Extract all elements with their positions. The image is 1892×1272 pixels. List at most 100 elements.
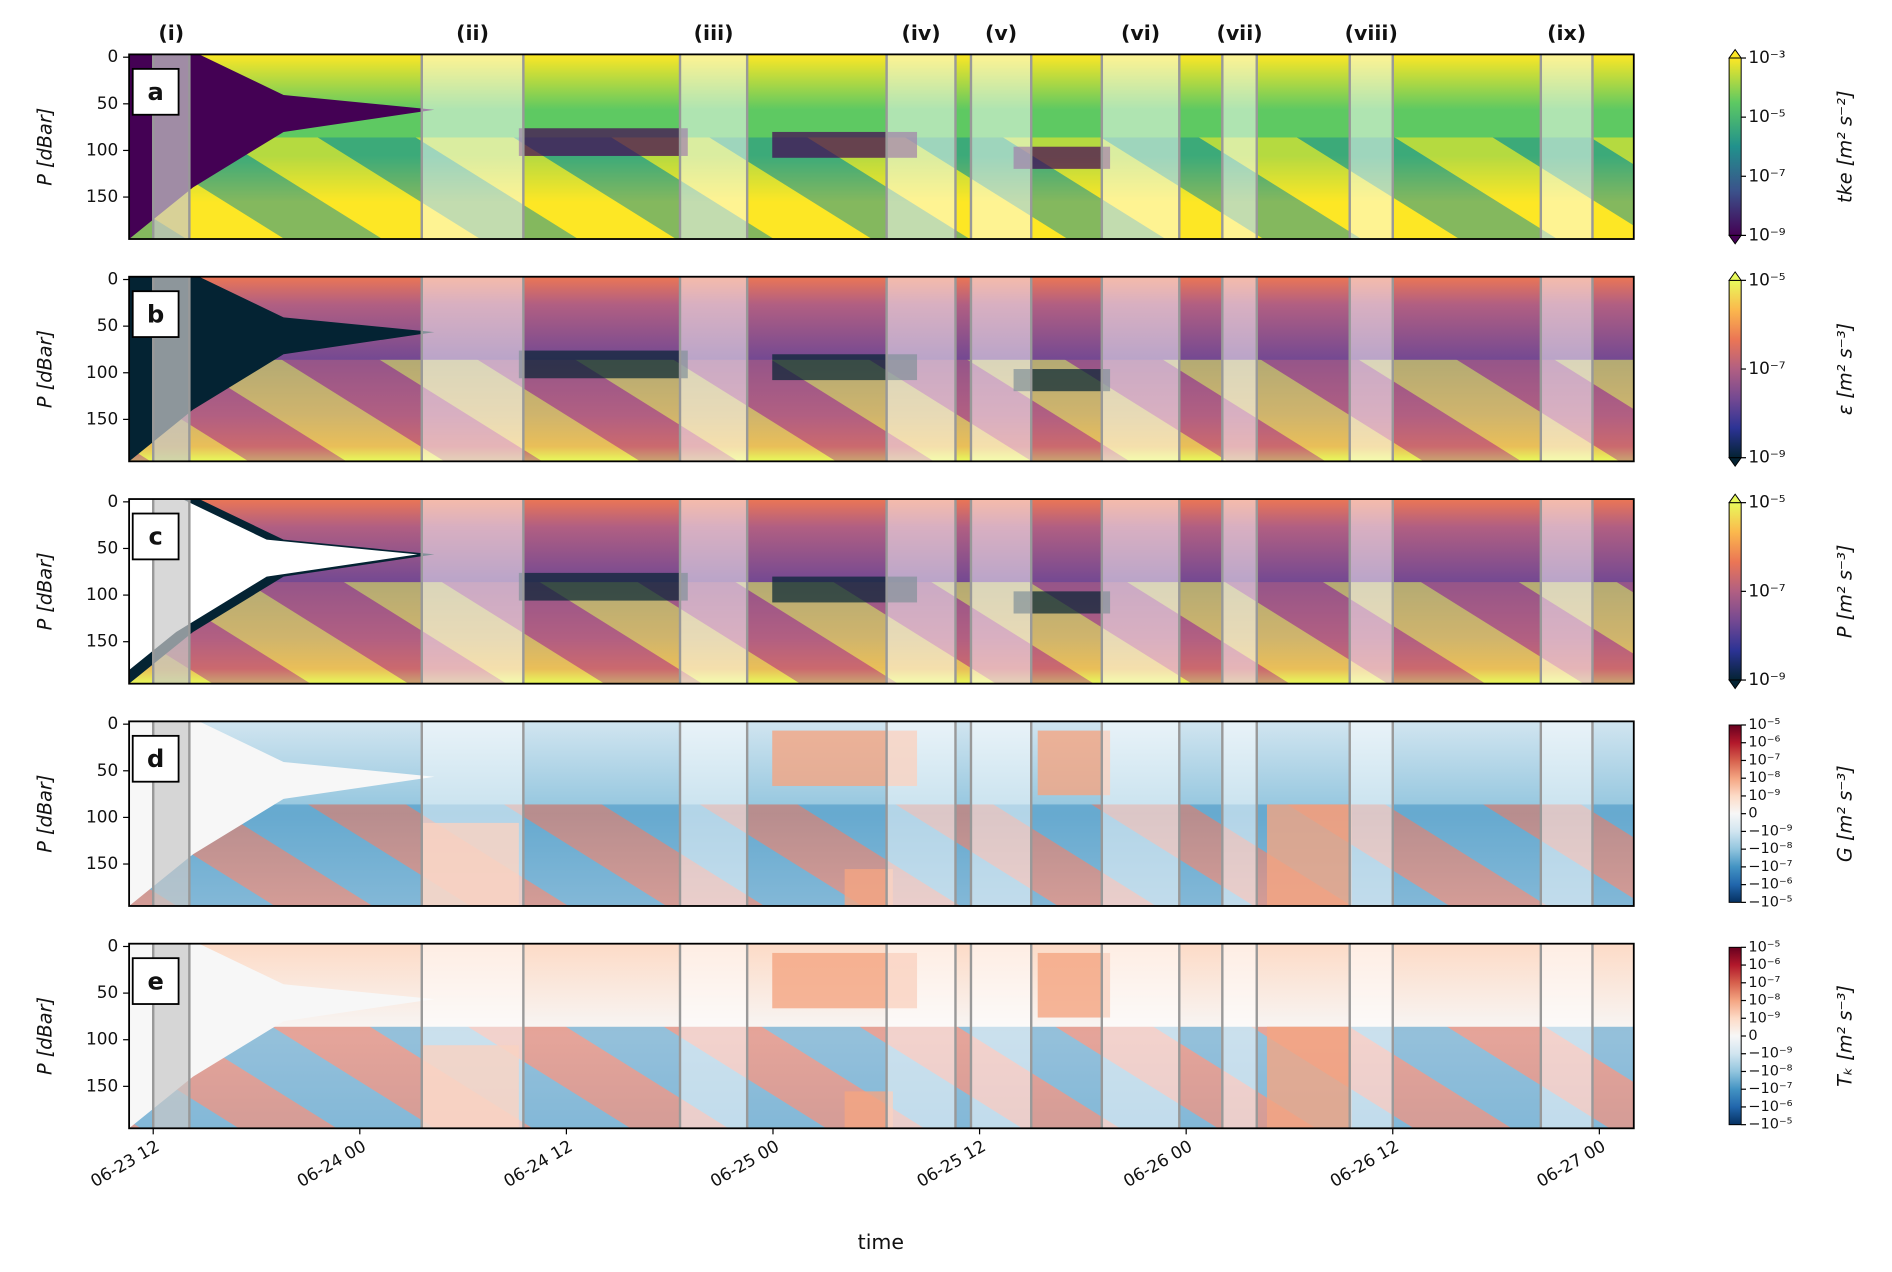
period-band <box>1349 54 1393 240</box>
heatmap-core <box>1013 146 1111 169</box>
colorbar-label: tke [m² s⁻²] <box>1834 90 1857 202</box>
period-band <box>886 499 956 684</box>
x-tick-label: 06-27 00 <box>1533 1136 1609 1191</box>
x-tick-label: 06-25 12 <box>913 1136 989 1191</box>
colorbar <box>1728 57 1742 236</box>
axes-frame <box>128 942 1635 1130</box>
colorbar-tick-label: −10⁻⁵ <box>1748 1117 1792 1133</box>
period-band <box>970 54 1032 240</box>
colorbar-extend <box>1728 234 1743 245</box>
colorbar-tick-label: 10⁻⁵ <box>1748 269 1785 289</box>
axes-frame <box>128 53 1635 240</box>
colorbar-extend <box>1728 679 1743 690</box>
period-band <box>1222 54 1257 240</box>
colorbar-tick-label: −10⁻⁶ <box>1748 1099 1792 1115</box>
period-label: (v) <box>985 21 1017 45</box>
y-tick-label: 0 <box>108 269 119 289</box>
heatmap-patch <box>1037 952 1111 1018</box>
heatmap-wedge <box>129 276 435 462</box>
colorbar-extend <box>1728 457 1743 467</box>
colorbar-tick-label: 10⁻⁹ <box>1748 1010 1780 1026</box>
panel-label-box <box>131 290 180 338</box>
period-band <box>970 943 1032 1129</box>
colorbar-tick-label: 10⁻⁹ <box>1748 788 1780 804</box>
y-tick-label: 100 <box>86 806 118 826</box>
colorbar-label: G [m² s⁻³] <box>1834 765 1857 862</box>
period-band <box>421 54 524 240</box>
period-label: (vi) <box>1121 21 1160 45</box>
heatmap-patch <box>844 1091 893 1129</box>
colorbar-tick-label: 10⁻⁷ <box>1748 580 1785 600</box>
x-tick-label: 06-23 12 <box>87 1136 163 1191</box>
period-band <box>970 499 1032 684</box>
heatmap <box>129 276 1634 462</box>
axes-frame <box>128 498 1635 685</box>
colorbar-tick-label: 10⁻⁵ <box>1748 939 1780 955</box>
heatmap-wedge <box>129 721 435 906</box>
period-band <box>1101 943 1180 1129</box>
period-band <box>421 499 524 684</box>
colorbar-tick-label: −10⁻⁷ <box>1748 1081 1792 1097</box>
period-band <box>886 721 956 906</box>
period-band <box>970 721 1032 906</box>
period-band <box>1222 499 1257 684</box>
colorbar-tick-label: 10⁻⁶ <box>1748 735 1780 751</box>
period-band <box>680 276 748 462</box>
x-axis-label: time <box>858 1230 904 1254</box>
heatmap-wedge <box>129 54 435 240</box>
colorbar <box>1728 724 1742 903</box>
y-tick-label: 0 <box>108 935 119 955</box>
colorbar-tick-label: −10⁻⁵ <box>1748 894 1792 910</box>
colorbar-tick-label: −10⁻⁸ <box>1748 1063 1792 1079</box>
y-axis-label: P [dBar] <box>33 775 56 853</box>
heatmap-core <box>1013 369 1111 392</box>
panel-label: e <box>147 967 163 995</box>
period-band <box>970 276 1032 462</box>
period-band <box>1222 721 1257 906</box>
colorbar-tick-label: 10⁻⁷ <box>1748 358 1785 378</box>
x-tick-label: 06-25 00 <box>707 1136 783 1191</box>
axes-frame <box>128 720 1635 907</box>
colorbar-tick-label: 10⁻⁵ <box>1748 492 1785 512</box>
colorbar-tick-label: 10⁻⁷ <box>1748 975 1780 991</box>
colorbar-tick-label: −10⁻⁷ <box>1748 859 1792 875</box>
y-tick-label: 100 <box>86 139 118 159</box>
heatmap <box>129 54 1634 240</box>
period-label: (ii) <box>456 21 489 45</box>
heatmap-core <box>1013 591 1111 614</box>
period-label: (i) <box>158 21 184 45</box>
panel-label-box <box>131 734 180 783</box>
heatmap-core <box>518 128 688 156</box>
colorbar-tick-label: 10⁻⁸ <box>1748 993 1780 1009</box>
y-tick-label: 0 <box>108 491 119 511</box>
period-band <box>1349 276 1393 462</box>
y-tick-label: 50 <box>97 760 118 780</box>
y-tick-label: 150 <box>86 186 118 206</box>
panel-label-box <box>131 957 180 1005</box>
colorbar <box>1728 502 1742 681</box>
period-band <box>1222 276 1257 462</box>
panel-label-box <box>131 67 180 116</box>
y-tick-label: 100 <box>86 362 118 382</box>
period-band <box>886 276 956 462</box>
y-tick-label: 150 <box>86 631 118 651</box>
y-tick-label: 150 <box>86 408 118 428</box>
colorbar-tick-label: 10⁻⁹ <box>1748 669 1785 689</box>
heatmap <box>129 499 1634 684</box>
period-label: (viii) <box>1345 21 1398 45</box>
period-band <box>680 54 748 240</box>
y-tick-label: 150 <box>86 1075 118 1095</box>
panel-label: d <box>147 745 164 773</box>
y-tick-label: 50 <box>97 93 118 113</box>
period-band <box>1540 499 1593 684</box>
colorbar-tick-label: 10⁻⁶ <box>1748 957 1780 973</box>
period-band <box>1540 54 1593 240</box>
colorbar-extend <box>1728 48 1743 59</box>
heatmap-wedge <box>129 943 435 1129</box>
period-band <box>680 721 748 906</box>
y-tick-label: 50 <box>97 537 118 557</box>
heatmap-wedge <box>129 499 418 671</box>
period-label: (vii) <box>1216 21 1262 45</box>
